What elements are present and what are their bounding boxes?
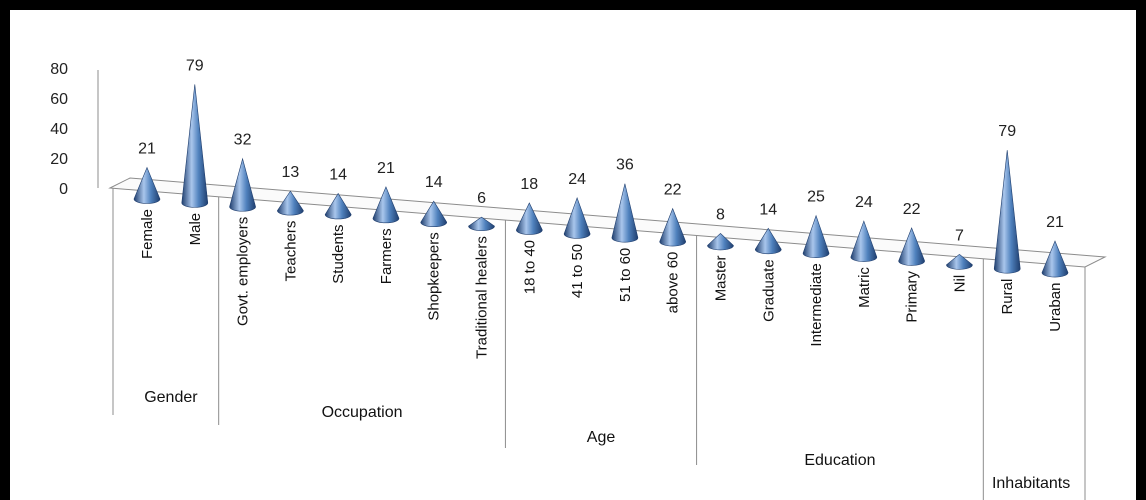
- value-label-18-to-40: 18: [520, 176, 538, 193]
- group-label-inhabitants: Inhabitants: [992, 475, 1070, 492]
- cone-primary: [898, 227, 925, 266]
- value-label-matric: 24: [855, 194, 873, 211]
- cone-nil: [946, 253, 973, 270]
- category-label-govt-employers: Govt. employers: [235, 217, 252, 326]
- y-tick-label: 40: [50, 121, 68, 138]
- value-label-students: 14: [329, 166, 347, 183]
- cone-graduate: [754, 227, 782, 255]
- category-label-18-to-40: 18 to 40: [521, 240, 538, 294]
- category-label-uraban: Uraban: [1047, 283, 1064, 332]
- chart-frame: 0 20 40 60 80 Gender Occupation Age Education In…: [10, 10, 1136, 500]
- category-label-41-to-50: 41 to 50: [569, 244, 586, 298]
- category-label-teachers: Teachers: [282, 221, 299, 282]
- value-label-primary: 22: [903, 201, 921, 218]
- floor-plane: [108, 177, 1107, 268]
- cone-chart: 0 20 40 60 80 Gender Occupation Age Education In…: [50, 57, 1107, 500]
- category-label-male: Male: [187, 213, 204, 246]
- category-label-students: Students: [330, 224, 347, 283]
- value-label-intermediate: 25: [807, 189, 825, 206]
- category-label-matric: Matric: [856, 267, 873, 308]
- value-label-41-to-50: 24: [568, 171, 586, 188]
- group-label-age: Age: [587, 429, 616, 446]
- cone-above-60: [659, 207, 686, 247]
- cone-students: [324, 192, 352, 220]
- category-label-farmers: Farmers: [378, 228, 395, 284]
- y-tick-label: 60: [50, 91, 68, 108]
- category-label-nil: Nil: [951, 275, 968, 293]
- cone-51-to-60: [611, 183, 639, 243]
- category-label-female: Female: [139, 209, 156, 259]
- category-label-layer: Gender Occupation Age Education Inhabitants F…: [139, 209, 1070, 492]
- category-label-traditional-healers: Traditional healers: [474, 236, 491, 359]
- category-label-graduate: Graduate: [760, 259, 777, 322]
- category-label-rural: Rural: [999, 279, 1016, 315]
- value-label-traditional-healers: 6: [477, 190, 486, 207]
- value-label-teachers: 13: [281, 164, 299, 181]
- value-label-layer: 21 79 32 13 14 21 14 6 18 24 36 22 8 14 25 24 22 7 79 21: [138, 57, 1064, 244]
- value-label-graduate: 14: [759, 201, 777, 218]
- value-label-female: 21: [138, 140, 156, 157]
- category-label-51-to-60: 51 to 60: [617, 248, 634, 302]
- cone-female: [133, 166, 161, 204]
- category-label-above-60: above 60: [665, 252, 682, 314]
- group-label-occupation: Occupation: [322, 404, 403, 421]
- value-label-farmers: 21: [377, 160, 395, 177]
- y-tick-label: 80: [50, 61, 68, 78]
- cone-teachers: [277, 190, 304, 216]
- cone-uraban: [1041, 240, 1069, 278]
- value-label-nil: 7: [955, 227, 964, 244]
- cone-41-to-50: [563, 196, 591, 239]
- y-tick-label: 20: [50, 151, 68, 168]
- cone-intermediate: [802, 214, 830, 259]
- category-label-intermediate: Intermediate: [808, 263, 825, 346]
- category-label-primary: Primary: [904, 270, 921, 322]
- category-label-master: Master: [712, 255, 729, 301]
- cone-18-to-40: [516, 202, 543, 235]
- cone-male: [181, 84, 209, 208]
- cone-govt-employers: [229, 157, 256, 212]
- cone-master: [707, 233, 734, 251]
- cone-layer: [133, 84, 1069, 278]
- cone-shopkeepers: [420, 200, 448, 228]
- value-label-rural: 79: [998, 123, 1016, 140]
- value-label-master: 8: [716, 206, 725, 223]
- cone-rural: [993, 150, 1021, 274]
- value-label-shopkeepers: 14: [425, 174, 443, 191]
- value-label-above-60: 22: [664, 182, 682, 199]
- value-label-uraban: 21: [1046, 214, 1064, 231]
- cone-matric: [850, 220, 878, 262]
- value-label-51-to-60: 36: [616, 157, 634, 174]
- category-label-shopkeepers: Shopkeepers: [426, 232, 443, 320]
- group-label-education: Education: [804, 452, 875, 469]
- cone-farmers: [372, 186, 400, 224]
- cone-traditional-healers: [468, 216, 495, 231]
- y-tick-label: 0: [59, 181, 68, 198]
- value-label-govt-employers: 32: [234, 132, 252, 149]
- group-label-gender: Gender: [144, 389, 198, 406]
- value-label-male: 79: [186, 57, 204, 74]
